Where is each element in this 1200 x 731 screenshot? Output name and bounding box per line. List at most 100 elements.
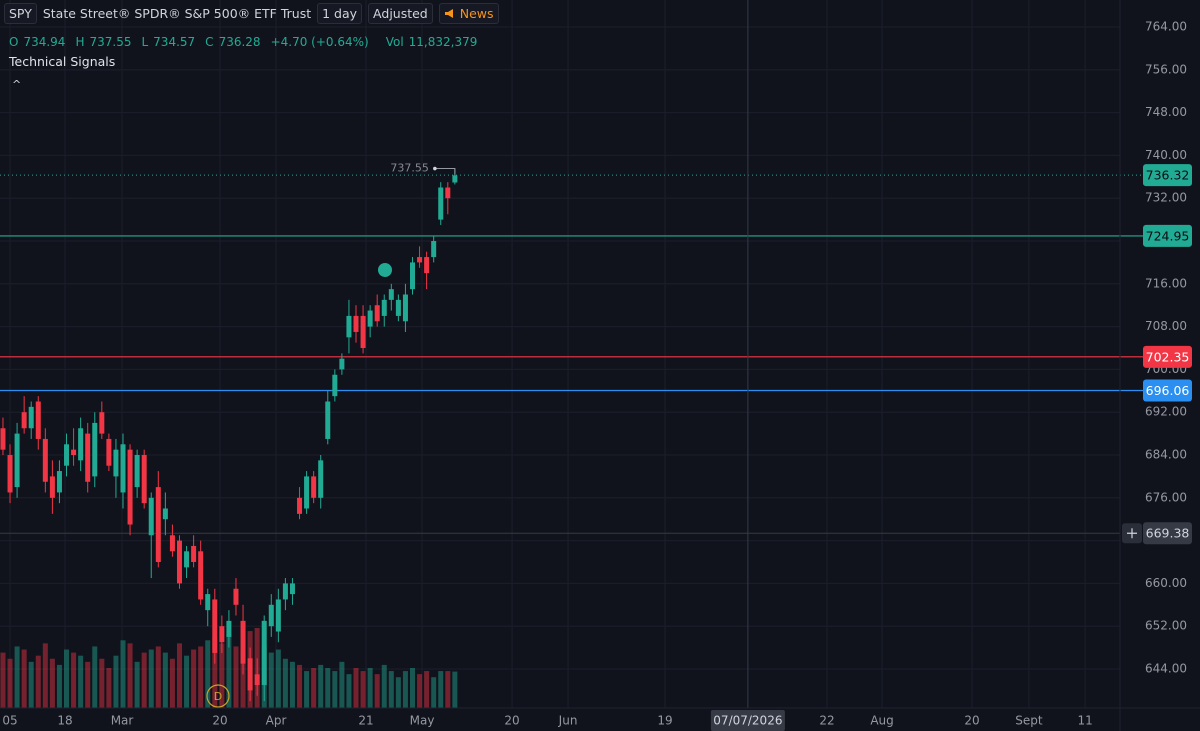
candle-body [176, 540, 182, 584]
candle-body [169, 535, 175, 552]
volume-bar [21, 649, 27, 708]
candle-body [282, 583, 288, 600]
volume-bar [7, 658, 13, 708]
x-tick-label: 11 [1077, 714, 1092, 728]
dividend-letter[interactable]: D [214, 690, 222, 703]
volume-bar [92, 646, 98, 708]
candle-body [28, 406, 34, 429]
symbol[interactable]: SPY [4, 3, 37, 24]
instrument-name: State Street® SPDR® S&P 500® ETF Trust [42, 6, 312, 21]
indicator-name[interactable]: Technical Signals [9, 54, 116, 69]
candle-body [85, 433, 91, 482]
candle-body [452, 175, 458, 183]
y-tick-label: 684.00 [1145, 448, 1187, 462]
candle-body [71, 449, 77, 456]
volume-bar [56, 664, 62, 708]
high-marker-label: 737.55 [390, 162, 429, 175]
adjustment[interactable]: Adjusted [368, 3, 433, 24]
price-tag-label: 696.06 [1146, 383, 1190, 398]
candle-body [402, 294, 408, 322]
news-button[interactable]: News [438, 3, 499, 24]
volume-bar [71, 652, 77, 708]
dividend-marker[interactable] [206, 684, 230, 708]
news-icon [444, 9, 453, 18]
volume-bar [424, 671, 430, 708]
volume-bar [176, 643, 182, 708]
legend-value: 11,832,379 [408, 35, 478, 49]
candle-body [275, 599, 281, 632]
candle-body [409, 262, 415, 290]
candle-body [424, 257, 430, 274]
candle-body [162, 508, 168, 520]
candle-body [332, 374, 338, 397]
crosshair-price-label: 669.38 [1146, 526, 1190, 541]
candle-body [268, 604, 274, 627]
volume-bar [14, 646, 20, 708]
volume-bar [233, 646, 239, 708]
x-tick-label: 20 [964, 714, 979, 728]
candle-body [127, 449, 133, 525]
volume-bar [438, 671, 444, 708]
signal-marker[interactable] [378, 263, 392, 277]
candle-body [339, 358, 345, 370]
volume-layer [0, 628, 458, 708]
candle-body [92, 422, 98, 477]
ohlc-legend: O 734.94 H 737.55 L 734.57 C 736.28 +4.70 (+… [9, 35, 477, 49]
volume-bar [113, 655, 119, 708]
candle-body [49, 476, 55, 498]
volume-bar [198, 646, 204, 708]
candle-body [353, 315, 359, 332]
volume-bar [184, 655, 190, 708]
high-marker-line [434, 168, 456, 175]
x-tick-label: 19 [657, 714, 672, 728]
y-tick-label: 716.00 [1145, 276, 1187, 290]
candle-body [445, 187, 451, 199]
y-tick-label: 748.00 [1145, 105, 1187, 119]
x-tick-label: 20 [212, 714, 227, 728]
volume-bar [417, 674, 423, 708]
grid [0, 0, 1120, 708]
volume-bar [374, 674, 380, 708]
candle-body [226, 620, 232, 637]
volume-bar [275, 649, 281, 708]
y-tick-label: 644.00 [1145, 661, 1187, 675]
candle-body [35, 401, 41, 439]
price-tag-layer: 724.95 702.35 696.06 736.32 07/07/2026 669.38 [710, 164, 1192, 731]
legend-value: 734.94 [23, 35, 66, 49]
candle-body [381, 299, 387, 316]
candle-body [304, 476, 310, 509]
volume-bar [169, 658, 175, 708]
candle-body [198, 551, 204, 600]
candle-body [395, 299, 401, 316]
candle-body [240, 620, 246, 664]
x-tick-label: 18 [57, 714, 72, 728]
candle-body [367, 310, 373, 327]
volume-bar [282, 658, 288, 708]
volume-bar [431, 677, 437, 708]
y-tick-label: 676.00 [1145, 490, 1187, 504]
x-tick-label: May [410, 714, 435, 728]
y-tick-label: 732.00 [1145, 191, 1187, 205]
interval[interactable]: 1 day [317, 3, 363, 24]
price-tag-label: 736.32 [1146, 168, 1190, 183]
price-line-layer [0, 0, 1143, 708]
collapse-button[interactable]: ^ [12, 78, 22, 91]
candle-body [106, 438, 112, 466]
volume-bar [325, 668, 331, 708]
candle-body [289, 583, 295, 595]
candle-body [78, 428, 84, 461]
crosshair-date-label: 07/07/2026 [713, 714, 782, 728]
y-tick-label: 652.00 [1145, 619, 1187, 633]
candle-body [113, 449, 119, 477]
x-tick-label: 21 [358, 714, 373, 728]
volume-bar [219, 643, 225, 708]
legend-label: C [205, 35, 214, 49]
candle-body [431, 241, 437, 258]
volume-bar [0, 652, 6, 708]
y-tick-label: 660.00 [1145, 576, 1187, 590]
price-tag-label: 724.95 [1146, 228, 1190, 243]
volume-bar [360, 671, 366, 708]
volume-bar [388, 671, 394, 708]
